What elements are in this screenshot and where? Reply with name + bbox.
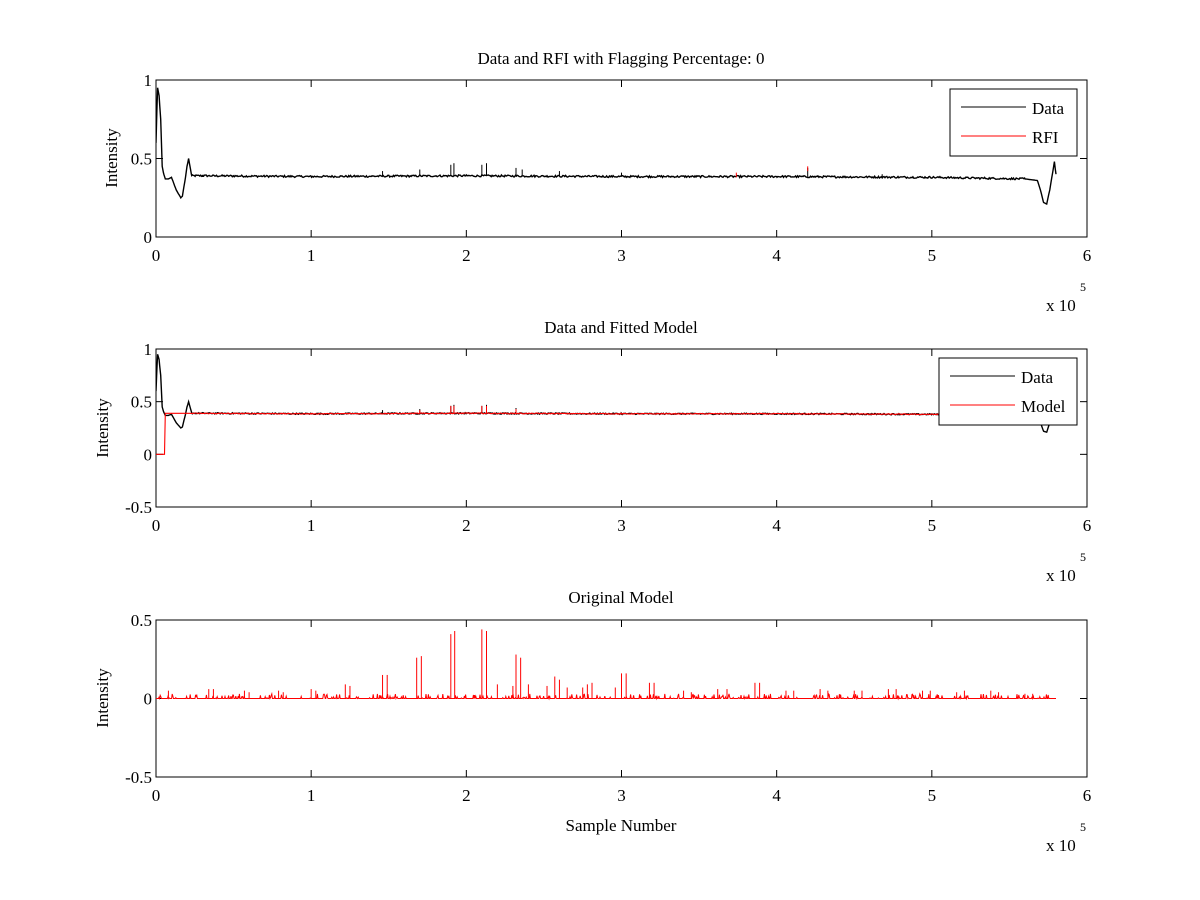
subplot-data-and-rfi: Data and RFI with Flagging Percentage: 0… (102, 49, 1091, 315)
subplot-title: Data and Fitted Model (544, 318, 698, 337)
x-tick-label: 2 (462, 246, 471, 265)
x-tick-label: 5 (928, 246, 937, 265)
x-exponent-label: x 10 5 (1046, 280, 1086, 315)
y-tick-label: 0.5 (131, 393, 152, 412)
svg-text:x 10: x 10 (1046, 836, 1076, 855)
y-tick-label: 0 (144, 690, 153, 709)
y-tick-label: 1 (144, 340, 153, 359)
legend-box (949, 88, 1078, 157)
x-tick-label: 3 (617, 246, 626, 265)
y-tick-label: -0.5 (125, 768, 152, 787)
x-tick-label: 3 (617, 516, 626, 535)
y-axis-label: Intensity (93, 668, 112, 728)
svg-text:5: 5 (1080, 820, 1086, 834)
svg-text:5: 5 (1080, 280, 1086, 294)
x-tick-label: 0 (152, 246, 161, 265)
y-tick-label: 1 (144, 71, 153, 90)
series-model-line (156, 412, 1056, 455)
subplot-title: Data and RFI with Flagging Percentage: 0 (477, 49, 764, 68)
legend-label: Model (1021, 397, 1066, 416)
series-data-line (156, 87, 1057, 205)
y-tick-label: 0.5 (131, 150, 152, 169)
subplot-title: Original Model (568, 588, 674, 607)
svg-text:x 10: x 10 (1046, 296, 1076, 315)
x-tick-label: 2 (462, 516, 471, 535)
svg-text:x 10: x 10 (1046, 566, 1076, 585)
subplot-original-model: Original Model Intensity Sample Number x… (93, 588, 1091, 855)
y-tick-label: 0 (144, 445, 153, 464)
legend-label: Data (1021, 368, 1054, 387)
y-tick-label: -0.5 (125, 498, 152, 517)
y-tick-label: 0.5 (131, 611, 152, 630)
x-tick-label: 2 (462, 786, 471, 805)
legend: Data Model (938, 357, 1078, 426)
plot-area (156, 629, 1056, 701)
x-tick-label: 5 (928, 786, 937, 805)
x-tick-label: 1 (307, 786, 316, 805)
svg-text:5: 5 (1080, 550, 1086, 564)
x-tick-label: 1 (307, 246, 316, 265)
x-exponent-label: x 10 5 (1046, 550, 1086, 585)
legend-label: RFI (1032, 128, 1059, 147)
subplot-data-and-fitted-model: Data and Fitted Model Intensity x 10 5 0… (93, 318, 1091, 585)
y-axis-label: Intensity (93, 398, 112, 458)
x-tick-label: 5 (928, 516, 937, 535)
x-tick-label: 3 (617, 786, 626, 805)
legend-label: Data (1032, 99, 1065, 118)
x-axis-label: Sample Number (566, 816, 677, 835)
x-tick-label: 6 (1083, 786, 1092, 805)
legend: Data RFI (949, 88, 1078, 157)
x-tick-label: 1 (307, 516, 316, 535)
x-tick-label: 6 (1083, 516, 1092, 535)
y-tick-label: 0 (144, 228, 153, 247)
x-tick-label: 0 (152, 516, 161, 535)
plot-area (156, 87, 1057, 205)
x-tick-label: 4 (772, 246, 781, 265)
legend-box (938, 357, 1078, 426)
x-tick-label: 4 (772, 786, 781, 805)
x-exponent-label: x 10 5 (1046, 820, 1086, 855)
y-axis-label: Intensity (102, 128, 121, 188)
x-tick-label: 6 (1083, 246, 1092, 265)
series-original-model-line (156, 691, 1056, 701)
x-tick-label: 0 (152, 786, 161, 805)
x-tick-label: 4 (772, 516, 781, 535)
plot-area (156, 354, 1057, 455)
